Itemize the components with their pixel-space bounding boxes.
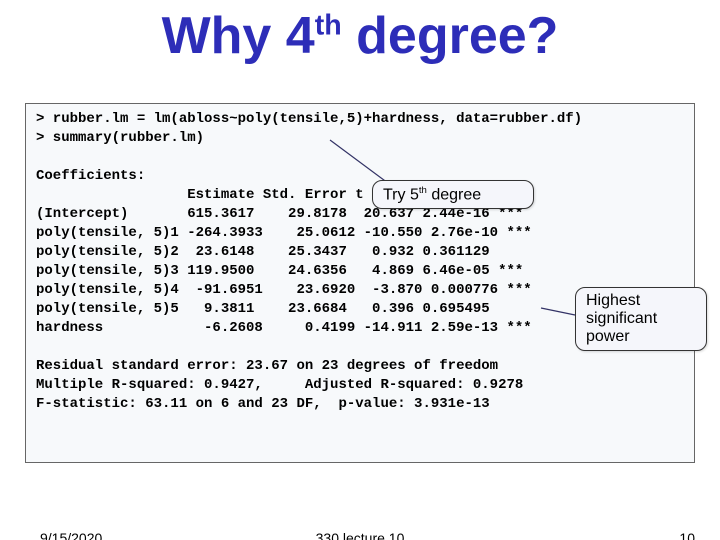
footer-page-number: 10 <box>679 530 695 540</box>
footer-center: 330 lecture 10 <box>0 530 720 540</box>
code-line-2: > summary(rubber.lm) <box>36 130 204 146</box>
residual-line: F-statistic: 63.11 on 6 and 23 DF, p-val… <box>36 396 490 412</box>
coefficients-header: Coefficients: <box>36 168 145 184</box>
residual-line: Residual standard error: 23.67 on 23 deg… <box>36 358 498 374</box>
coef-row: hardness -6.2608 0.4199 -14.911 2.59e-13… <box>36 320 532 336</box>
coef-row: poly(tensile, 5)2 23.6148 25.3437 0.932 … <box>36 244 490 260</box>
callout-try-5th: Try 5th degree <box>372 180 534 209</box>
r-output-box: > rubber.lm = lm(abloss~poly(tensile,5)+… <box>25 103 695 463</box>
coef-row: poly(tensile, 5)4 -91.6951 23.6920 -3.87… <box>36 282 532 298</box>
coef-row: poly(tensile, 5)3 119.9500 24.6356 4.869… <box>36 263 523 279</box>
code-line-1: > rubber.lm = lm(abloss~poly(tensile,5)+… <box>36 111 582 127</box>
slide: Why 4th degree? > rubber.lm = lm(abloss~… <box>0 0 720 540</box>
coef-row: poly(tensile, 5)5 9.3811 23.6684 0.396 0… <box>36 301 490 317</box>
slide-title: Why 4th degree? <box>0 0 720 62</box>
callout-highest-power: Highestsignificantpower <box>575 287 707 351</box>
residual-line: Multiple R-squared: 0.9427, Adjusted R-s… <box>36 377 523 393</box>
coef-row: poly(tensile, 5)1 -264.3933 25.0612 -10.… <box>36 225 532 241</box>
